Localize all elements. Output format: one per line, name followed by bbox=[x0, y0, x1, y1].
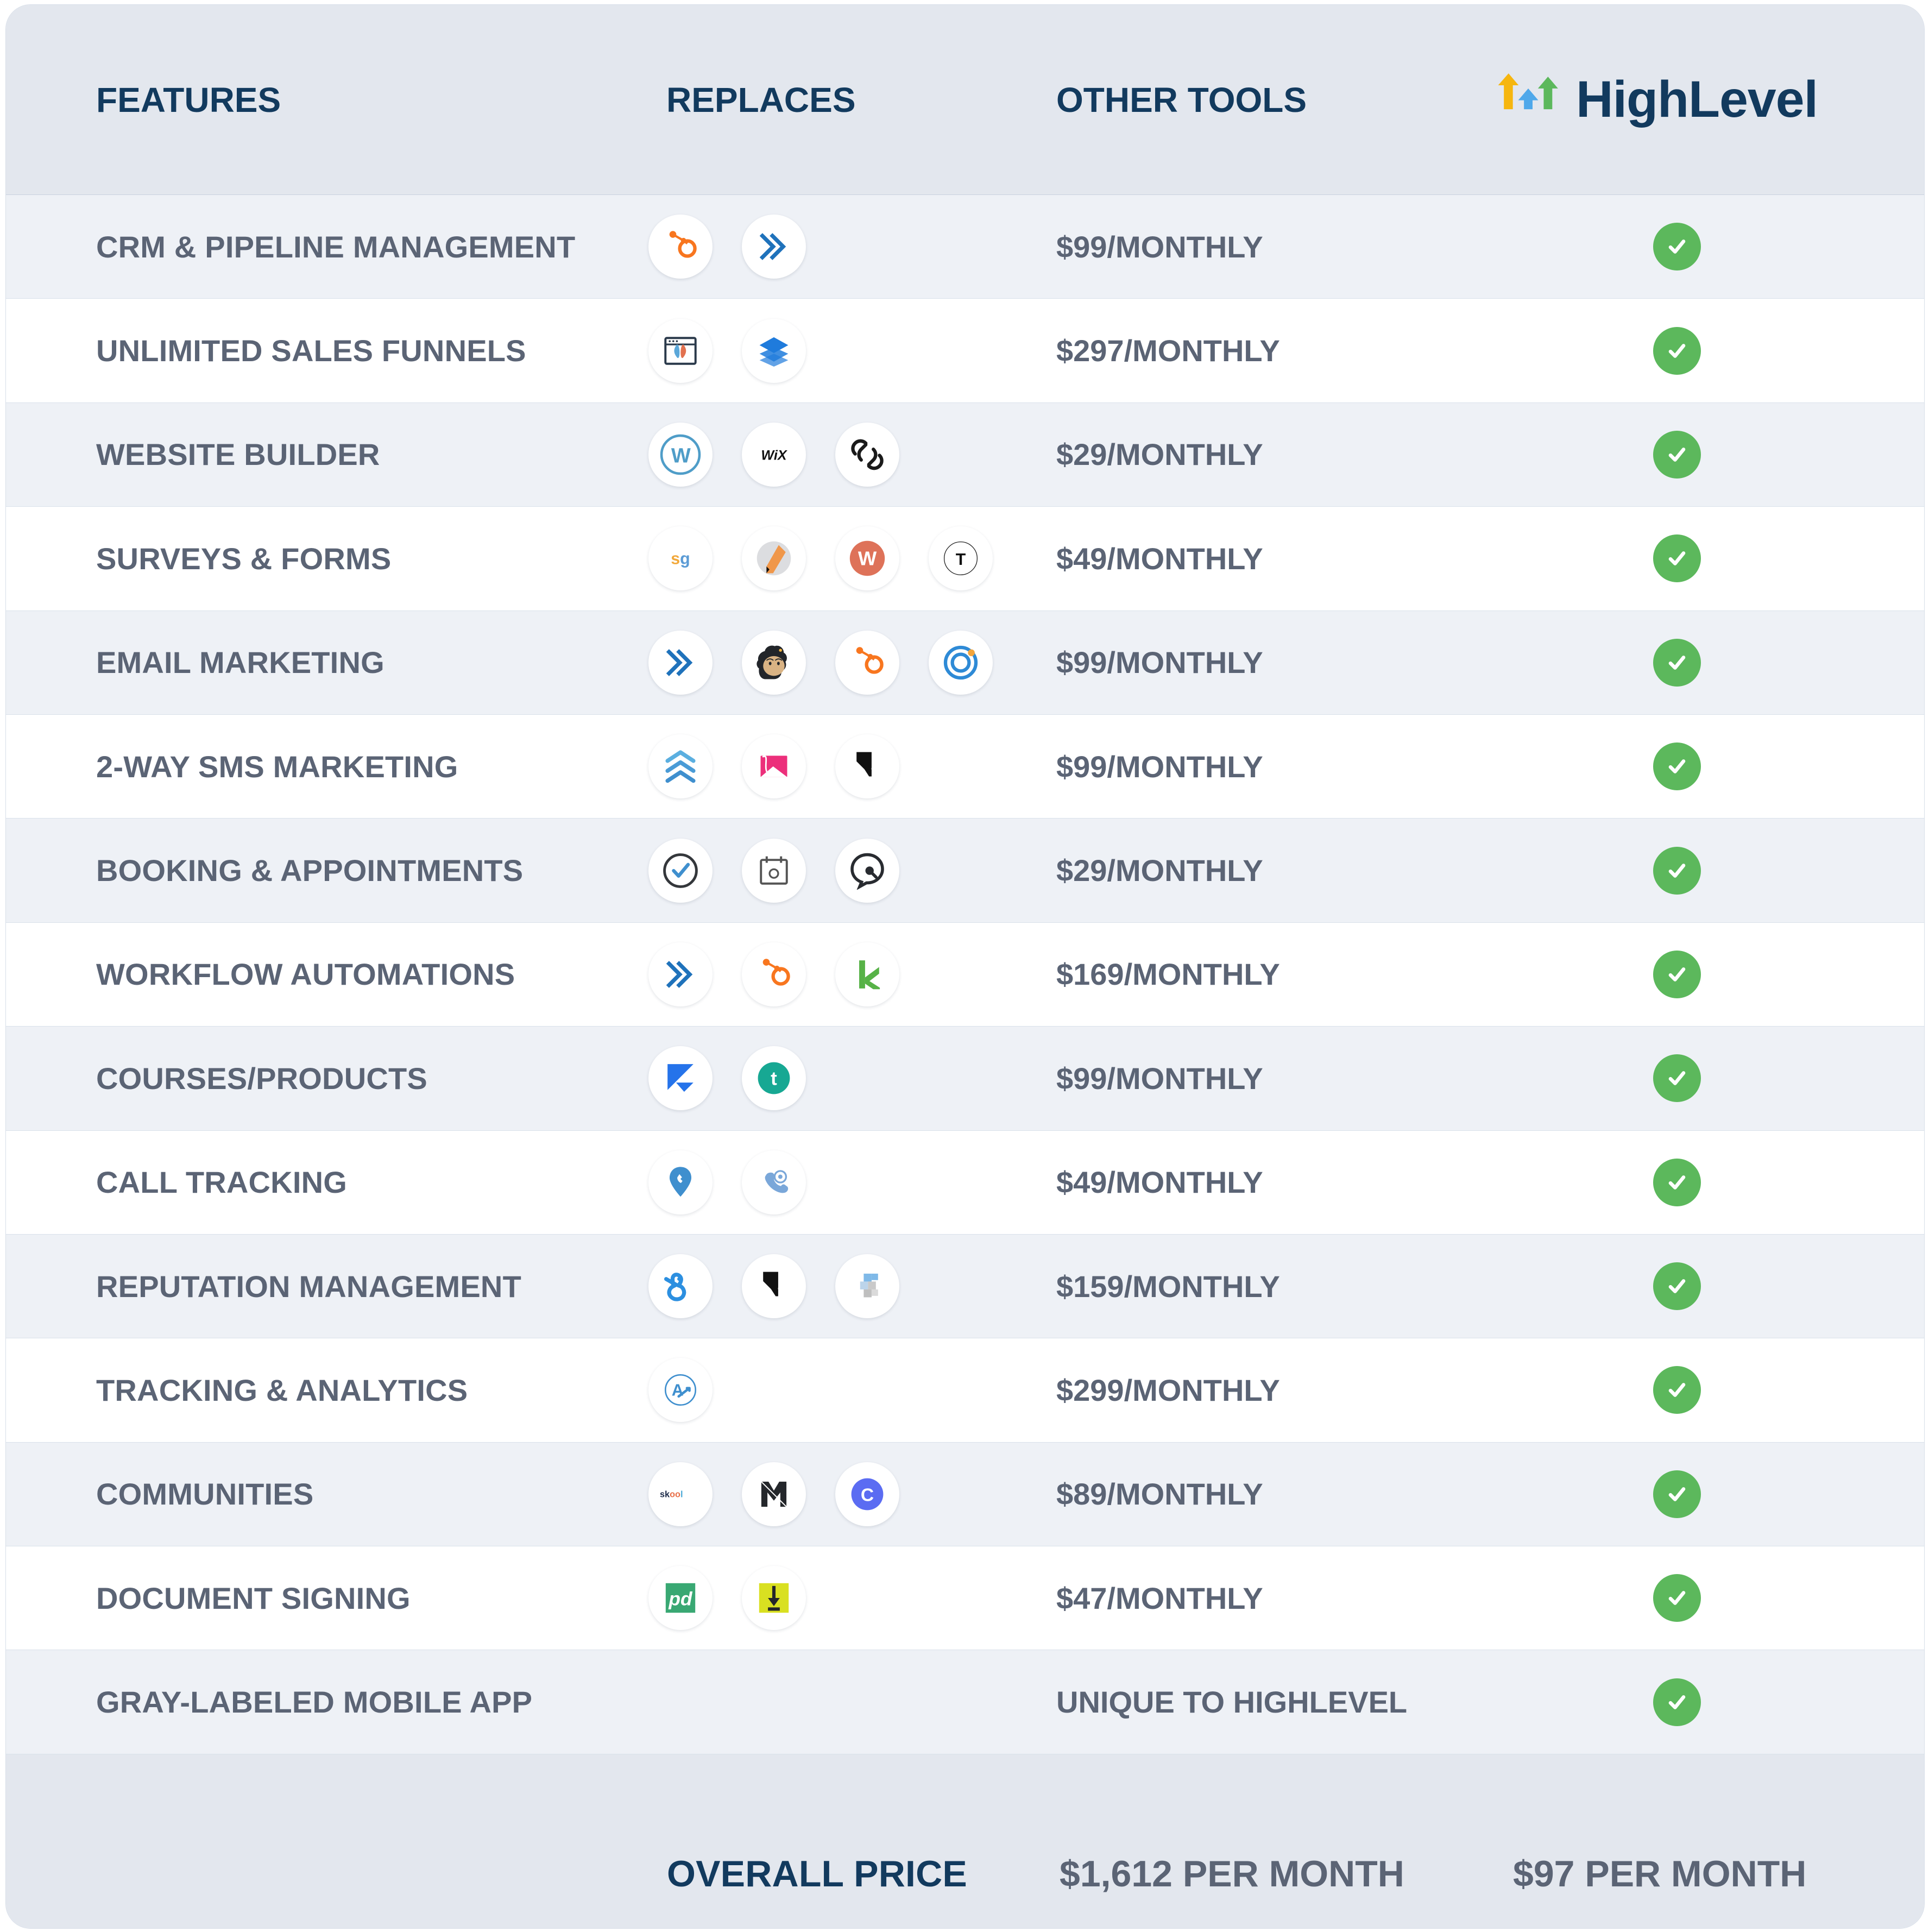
svg-text:W: W bbox=[858, 547, 877, 570]
svg-text:skool: skool bbox=[660, 1489, 683, 1499]
svg-text:C: C bbox=[861, 1485, 874, 1505]
svg-text:t: t bbox=[771, 1068, 777, 1090]
svg-text:WiX: WiX bbox=[761, 448, 788, 463]
svg-text:T: T bbox=[956, 551, 966, 569]
svg-text:W: W bbox=[671, 444, 691, 467]
svg-text:pd: pd bbox=[668, 1589, 693, 1610]
svg-text:sg: sg bbox=[671, 550, 690, 568]
